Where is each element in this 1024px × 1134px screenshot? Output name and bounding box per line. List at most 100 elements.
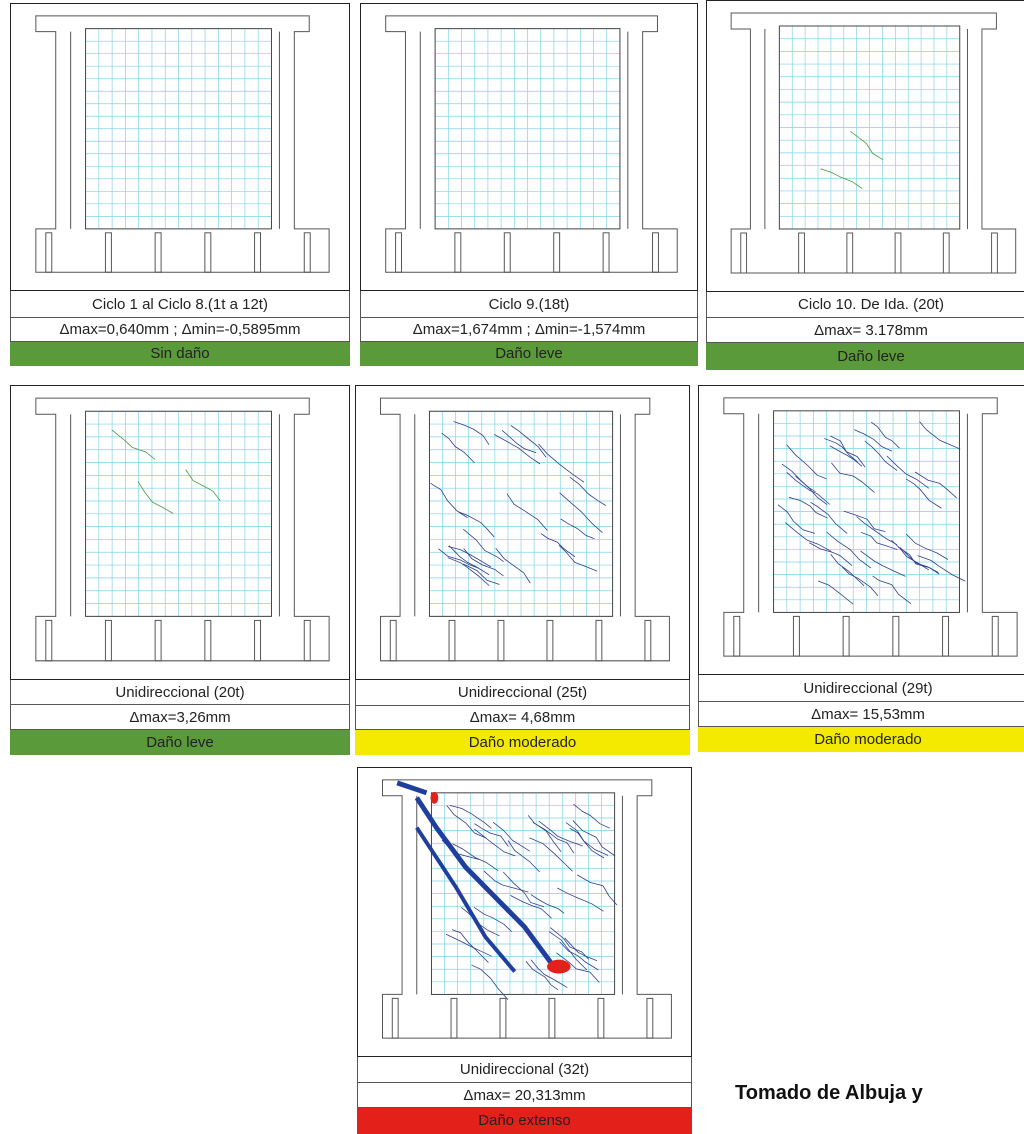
pier: [734, 616, 740, 656]
figure: Tomado de Albuja y (() => { const data =…: [0, 0, 1024, 1134]
caption-title: Ciclo 1 al Ciclo 8.(1t a 12t): [10, 291, 350, 318]
crack: [442, 433, 475, 463]
panel: Unidireccional (29t)Δmax= 15,53mmDaño mo…: [698, 385, 1024, 752]
crack: [871, 422, 899, 448]
pier: [205, 233, 211, 272]
crack: [906, 534, 948, 559]
pier: [500, 998, 506, 1038]
crack: [112, 430, 155, 459]
crack: [511, 426, 546, 458]
crack: [818, 581, 853, 604]
caption-title: Unidireccional (25t): [355, 680, 690, 706]
caption-delta: Δmax= 3.178mm: [706, 318, 1024, 343]
wall-drawing: [360, 3, 698, 291]
crack: [557, 888, 603, 911]
caption-damage: Sin daño: [10, 342, 350, 366]
mesh: [774, 411, 960, 613]
pier: [741, 233, 747, 273]
mesh: [779, 26, 959, 229]
column-line: [71, 414, 280, 616]
spall: [430, 792, 438, 804]
pier: [455, 233, 461, 272]
pier: [549, 998, 555, 1038]
wall-outline: [724, 398, 1017, 656]
pier: [596, 620, 602, 660]
wall: [36, 16, 329, 272]
caption-delta: Δmax=0,640mm ; Δmin=-0,5895mm: [10, 318, 350, 342]
crack: [778, 505, 815, 534]
caption-damage: Daño leve: [10, 730, 350, 755]
major-crack: [397, 783, 554, 967]
spall: [547, 960, 571, 974]
pier: [943, 616, 949, 656]
caption-delta: Δmax= 20,313mm: [357, 1083, 692, 1108]
mesh: [435, 29, 620, 229]
crack: [830, 436, 865, 467]
column-line: [765, 29, 968, 229]
crack: [573, 804, 609, 828]
caption-title: Unidireccional (32t): [357, 1057, 692, 1083]
crack: [541, 533, 575, 556]
column-line: [415, 414, 621, 616]
wall-outline: [36, 398, 329, 661]
crack: [920, 422, 961, 449]
crack: [573, 820, 615, 855]
crack: [528, 815, 561, 851]
wall-drawing: [357, 767, 692, 1057]
pier: [645, 620, 651, 660]
wall-drawing: [10, 3, 350, 291]
wall: [386, 16, 678, 272]
pier: [390, 620, 396, 660]
wall: [731, 13, 1016, 273]
pier: [943, 233, 949, 273]
pier: [255, 233, 261, 272]
caption-damage: Daño moderado: [698, 727, 1024, 752]
caption-title: Unidireccional (20t): [10, 680, 350, 705]
pier: [895, 233, 901, 273]
panel: Ciclo 9.(18t)Δmax=1,674mm ; Δmin=-1,574m…: [360, 3, 698, 366]
panel: Ciclo 10. De Ida. (20t)Δmax= 3.178mmDaño…: [706, 0, 1024, 370]
pier: [498, 620, 504, 660]
mesh: [86, 29, 272, 229]
pier: [554, 233, 560, 272]
crack: [508, 840, 540, 871]
crack: [906, 479, 941, 508]
mesh: [429, 411, 612, 616]
pier: [304, 233, 310, 272]
pier: [304, 620, 310, 660]
crack: [857, 517, 897, 545]
caption-damage: Daño leve: [360, 342, 698, 366]
pier: [598, 998, 604, 1038]
pier: [155, 620, 161, 660]
pier: [451, 998, 457, 1038]
crack: [494, 434, 540, 464]
wall-drawing: [10, 385, 350, 680]
mesh: [86, 411, 272, 616]
crack: [860, 551, 905, 576]
column-line: [417, 796, 623, 995]
pier: [793, 616, 799, 656]
crack: [842, 567, 878, 596]
wall: [380, 398, 669, 661]
wall-outline: [386, 16, 678, 272]
wall-drawing: [355, 385, 690, 680]
pier: [843, 616, 849, 656]
pier: [205, 620, 211, 660]
pier: [392, 998, 398, 1038]
caption-damage: Daño leve: [706, 343, 1024, 370]
caption-title: Ciclo 9.(18t): [360, 291, 698, 318]
crack: [561, 519, 595, 539]
crack: [463, 529, 503, 561]
pier: [105, 620, 111, 660]
caption-delta: Δmax= 15,53mm: [698, 702, 1024, 727]
crack: [507, 494, 547, 531]
wall: [382, 780, 671, 1038]
crack: [811, 502, 848, 533]
crack: [510, 895, 551, 918]
crack: [539, 821, 583, 846]
pier: [653, 233, 659, 272]
crack: [844, 511, 885, 531]
caption-damage: Daño extenso: [357, 1108, 692, 1134]
caption-delta: Δmax=3,26mm: [10, 705, 350, 730]
